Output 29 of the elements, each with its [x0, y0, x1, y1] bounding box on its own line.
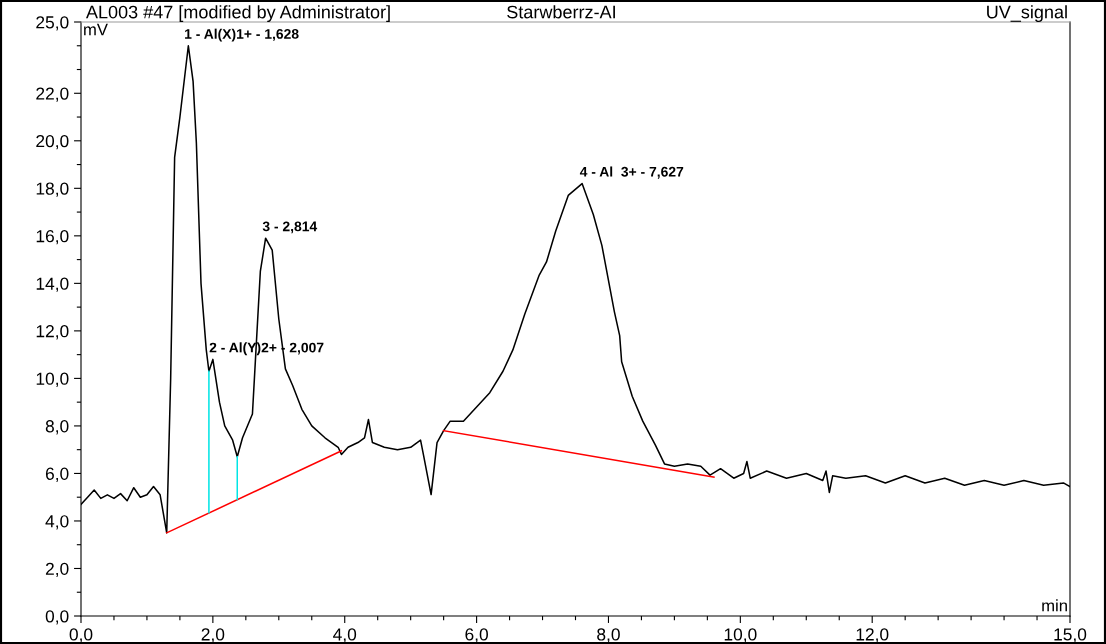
- annotation: 1 - Al(X)1+ - 1,628: [185, 28, 299, 42]
- x-tick-label: 15,0: [1054, 628, 1087, 643]
- x-tick-label: 8,0: [597, 628, 620, 643]
- annotation: 4 - Al 3+ - 7,627: [579, 166, 684, 179]
- y-tick-label: 22,0: [36, 87, 69, 102]
- y-tick-label: 25,0: [36, 16, 69, 31]
- y-tick-label: 18,0: [36, 182, 69, 197]
- chart-title: AL003 #47 [modified by Administrator]: [85, 5, 390, 22]
- x-tick-label: 2,0: [201, 628, 225, 643]
- y-tick-label: 14,0: [36, 277, 69, 292]
- y-tick-label: 20,0: [36, 134, 69, 150]
- annotation: UV_signal: [987, 5, 1067, 22]
- y-tick-label: 2,0: [45, 562, 69, 577]
- y-axis-title: mV: [84, 23, 108, 36]
- y-tick-label: 16,0: [36, 230, 69, 245]
- y-tick-label: 8,0: [45, 420, 69, 435]
- y-tick-label: 0,0: [45, 610, 69, 625]
- x-tick-label: 6,0: [465, 628, 488, 643]
- x-tick-label: 0,0: [69, 628, 93, 643]
- y-tick-label: 12,0: [36, 325, 69, 340]
- x-tick-label: 4,0: [333, 628, 357, 643]
- x-tick-label: 12,0: [856, 628, 889, 643]
- y-tick-label: 4,0: [45, 515, 69, 530]
- x-axis-title: min: [1042, 599, 1067, 612]
- annotation: 3 - 2,814: [262, 221, 318, 234]
- chart-subtitle: Starwberrz-AI: [507, 5, 615, 19]
- x-tick-label: 10,0: [724, 628, 757, 643]
- y-tick-label: 10,0: [36, 372, 69, 387]
- y-tick-label: 6,0: [45, 467, 69, 482]
